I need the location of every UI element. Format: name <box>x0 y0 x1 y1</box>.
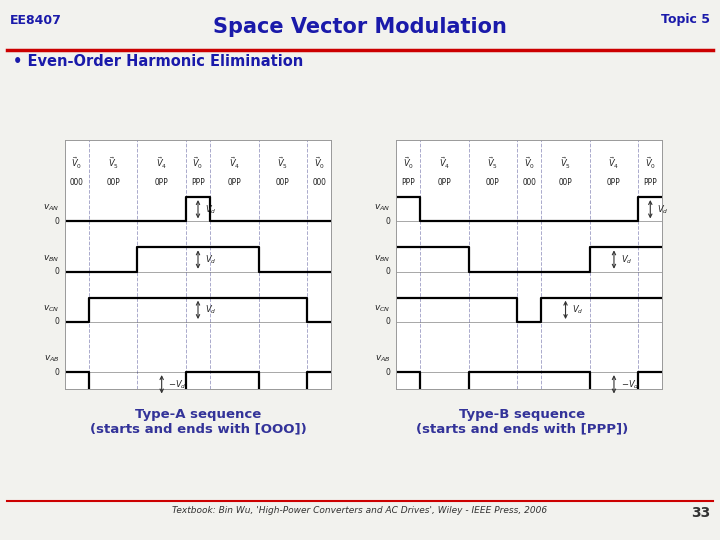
Text: Type-A sequence: Type-A sequence <box>135 408 261 421</box>
Text: • Even-Order Harmonic Elimination: • Even-Order Harmonic Elimination <box>13 54 303 69</box>
Text: $V_d$: $V_d$ <box>204 253 216 266</box>
Text: PPP: PPP <box>644 178 657 187</box>
Text: $\vec{V}_{0}$: $\vec{V}_{0}$ <box>402 156 414 171</box>
Text: $\vec{V}_{0}$: $\vec{V}_{0}$ <box>644 156 656 171</box>
Text: $\vec{V}_{4}$: $\vec{V}_{4}$ <box>438 156 450 171</box>
Text: $V_d$: $V_d$ <box>204 203 216 215</box>
Text: OOP: OOP <box>486 178 500 187</box>
Text: $v_{AB}$: $v_{AB}$ <box>44 354 60 364</box>
Text: OOP: OOP <box>107 178 120 187</box>
Text: 0: 0 <box>55 267 60 276</box>
Text: $V_d$: $V_d$ <box>204 303 216 316</box>
Text: $v_{CN}$: $v_{CN}$ <box>43 303 60 314</box>
Text: OOP: OOP <box>276 178 289 187</box>
Text: $\vec{V}_{5}$: $\vec{V}_{5}$ <box>277 156 288 171</box>
Text: Type-B sequence: Type-B sequence <box>459 408 585 421</box>
Text: 0: 0 <box>55 368 60 377</box>
Text: $\vec{V}_{4}$: $\vec{V}_{4}$ <box>156 156 167 171</box>
Text: 0: 0 <box>386 217 391 226</box>
Text: $\vec{V}_{0}$: $\vec{V}_{0}$ <box>523 156 535 171</box>
Text: $v_{AB}$: $v_{AB}$ <box>375 354 391 364</box>
Text: $\vec{V}_{5}$: $\vec{V}_{5}$ <box>108 156 119 171</box>
Text: OOO: OOO <box>312 178 326 187</box>
Text: $v_{AN}$: $v_{AN}$ <box>374 203 391 213</box>
Text: OPP: OPP <box>438 178 451 187</box>
Text: $\vec{V}_{0}$: $\vec{V}_{0}$ <box>313 156 325 171</box>
Text: Space Vector Modulation: Space Vector Modulation <box>213 17 507 37</box>
Text: 0: 0 <box>386 267 391 276</box>
Text: 0: 0 <box>55 318 60 327</box>
Text: OPP: OPP <box>155 178 168 187</box>
Text: EE8407: EE8407 <box>10 14 62 26</box>
Text: OPP: OPP <box>228 178 241 187</box>
Text: (starts and ends with [PPP]): (starts and ends with [PPP]) <box>416 422 628 435</box>
Text: $v_{BN}$: $v_{BN}$ <box>43 253 60 264</box>
Text: $v_{BN}$: $v_{BN}$ <box>374 253 391 264</box>
Text: OOP: OOP <box>559 178 572 187</box>
Text: PPP: PPP <box>401 178 415 187</box>
Text: $\vec{V}_{4}$: $\vec{V}_{4}$ <box>229 156 240 171</box>
Text: $V_d$: $V_d$ <box>572 303 584 316</box>
Text: $\vec{V}_{5}$: $\vec{V}_{5}$ <box>560 156 571 171</box>
Text: $V_d$: $V_d$ <box>657 203 668 215</box>
Text: $\vec{V}_{0}$: $\vec{V}_{0}$ <box>71 156 83 171</box>
Text: 0: 0 <box>55 217 60 226</box>
Text: Textbook: Bin Wu, 'High-Power Converters and AC Drives', Wiley - IEEE Press, 200: Textbook: Bin Wu, 'High-Power Converters… <box>172 506 548 515</box>
Text: OOO: OOO <box>522 178 536 187</box>
Text: OPP: OPP <box>607 178 621 187</box>
Text: OOO: OOO <box>70 178 84 187</box>
Text: $-V_d$: $-V_d$ <box>168 378 186 390</box>
Text: Topic 5: Topic 5 <box>661 14 710 26</box>
Text: 0: 0 <box>386 368 391 377</box>
Text: (starts and ends with [OOO]): (starts and ends with [OOO]) <box>89 422 307 435</box>
Text: PPP: PPP <box>191 178 205 187</box>
Text: $\vec{V}_{0}$: $\vec{V}_{0}$ <box>192 156 204 171</box>
Text: $V_d$: $V_d$ <box>621 253 632 266</box>
Text: 0: 0 <box>386 318 391 327</box>
Text: $-V_d$: $-V_d$ <box>621 378 639 390</box>
Text: 33: 33 <box>690 506 710 520</box>
Text: $\vec{V}_{5}$: $\vec{V}_{5}$ <box>487 156 498 171</box>
Text: $v_{AN}$: $v_{AN}$ <box>43 203 60 213</box>
Text: $\vec{V}_{4}$: $\vec{V}_{4}$ <box>608 156 620 171</box>
Text: $v_{CN}$: $v_{CN}$ <box>374 303 391 314</box>
